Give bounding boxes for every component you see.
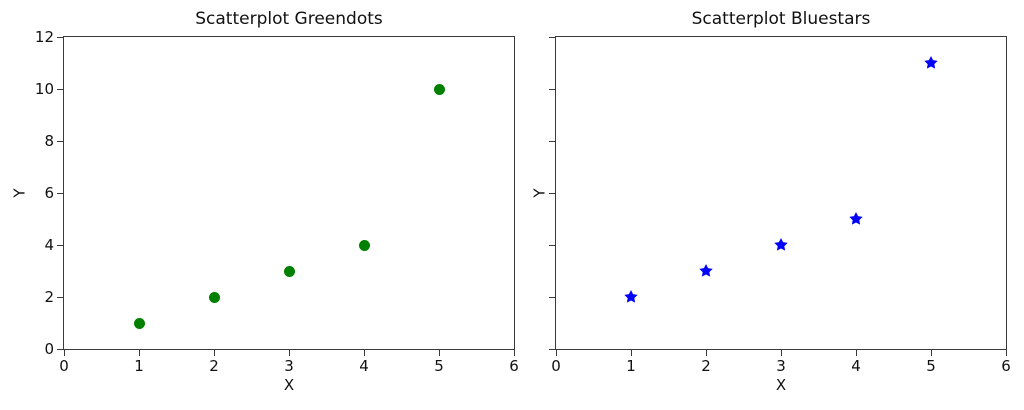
x-tick-label: 5 [926, 357, 936, 375]
axes-greendots: Scatterplot Greendots X Y 0 1 2 3 4 5 6 0 2 4 6 8 10… [11, 9, 519, 394]
data-point-star [924, 56, 938, 69]
y-tick-mark [549, 244, 555, 246]
x-tick-mark [213, 350, 215, 356]
y-tick-label: 0 [44, 340, 54, 358]
y-tick-mark [57, 244, 63, 246]
y-tick-mark [57, 88, 63, 90]
x-tick-label: 1 [134, 357, 144, 375]
y-tick-mark [57, 192, 63, 194]
x-tick-mark [288, 350, 290, 356]
x-tick-mark [363, 350, 365, 356]
data-point-star [774, 238, 788, 251]
x-tick-mark [630, 350, 632, 356]
y-tick-label: 10 [34, 80, 54, 98]
x-axis-label-bluestars: X [775, 376, 787, 394]
x-tick-label: 4 [851, 357, 861, 375]
data-point-circle [358, 239, 370, 251]
y-tick-label: 4 [44, 236, 54, 254]
data-point-circle [433, 83, 445, 95]
axes-bluestars: Scatterplot Bluestars X Y 0 1 2 3 4 5 6 [531, 9, 1011, 394]
data-point-star [699, 264, 713, 277]
y-tick-mark [57, 36, 63, 38]
data-point-circle [133, 317, 145, 329]
y-tick-label: 8 [44, 132, 54, 150]
y-tick-mark [549, 36, 555, 38]
x-tick-label: 4 [359, 357, 369, 375]
x-tick-label: 3 [776, 357, 786, 375]
plot-title-greendots: Scatterplot Greendots [195, 9, 383, 29]
y-tick-mark [549, 296, 555, 298]
x-tick-mark [1005, 350, 1007, 356]
y-tick-label: 12 [34, 28, 54, 46]
x-tick-label: 6 [1001, 357, 1011, 375]
x-tick-label: 2 [209, 357, 219, 375]
y-tick-mark [549, 348, 555, 350]
x-tick-label: 3 [284, 357, 294, 375]
data-point-star [849, 212, 863, 225]
y-tick-mark [57, 140, 63, 142]
x-tick-mark [930, 350, 932, 356]
x-tick-label: 5 [434, 357, 444, 375]
y-tick-label: 2 [44, 288, 54, 306]
y-tick-mark [57, 296, 63, 298]
x-tick-mark [555, 350, 557, 356]
y-tick-mark [549, 140, 555, 142]
plot-title-bluestars: Scatterplot Bluestars [691, 9, 871, 29]
x-tick-mark [63, 350, 65, 356]
x-tick-label: 6 [509, 357, 519, 375]
x-tick-label: 0 [551, 357, 561, 375]
x-tick-label: 1 [626, 357, 636, 375]
x-tick-mark [513, 350, 515, 356]
x-axis-label-greendots: X [283, 376, 295, 394]
x-tick-label: 2 [701, 357, 711, 375]
y-tick-label: 6 [44, 184, 54, 202]
data-point-circle [283, 265, 295, 277]
x-tick-mark [705, 350, 707, 356]
x-tick-label: 0 [59, 357, 69, 375]
y-tick-mark [57, 348, 63, 350]
x-tick-mark [138, 350, 140, 356]
x-tick-mark [438, 350, 440, 356]
y-tick-mark [549, 88, 555, 90]
x-tick-mark [855, 350, 857, 356]
y-tick-mark [549, 192, 555, 194]
x-tick-mark [780, 350, 782, 356]
y-axis-label-bluestars: Y [530, 188, 549, 198]
data-point-circle [208, 291, 220, 303]
data-point-star [624, 290, 638, 303]
